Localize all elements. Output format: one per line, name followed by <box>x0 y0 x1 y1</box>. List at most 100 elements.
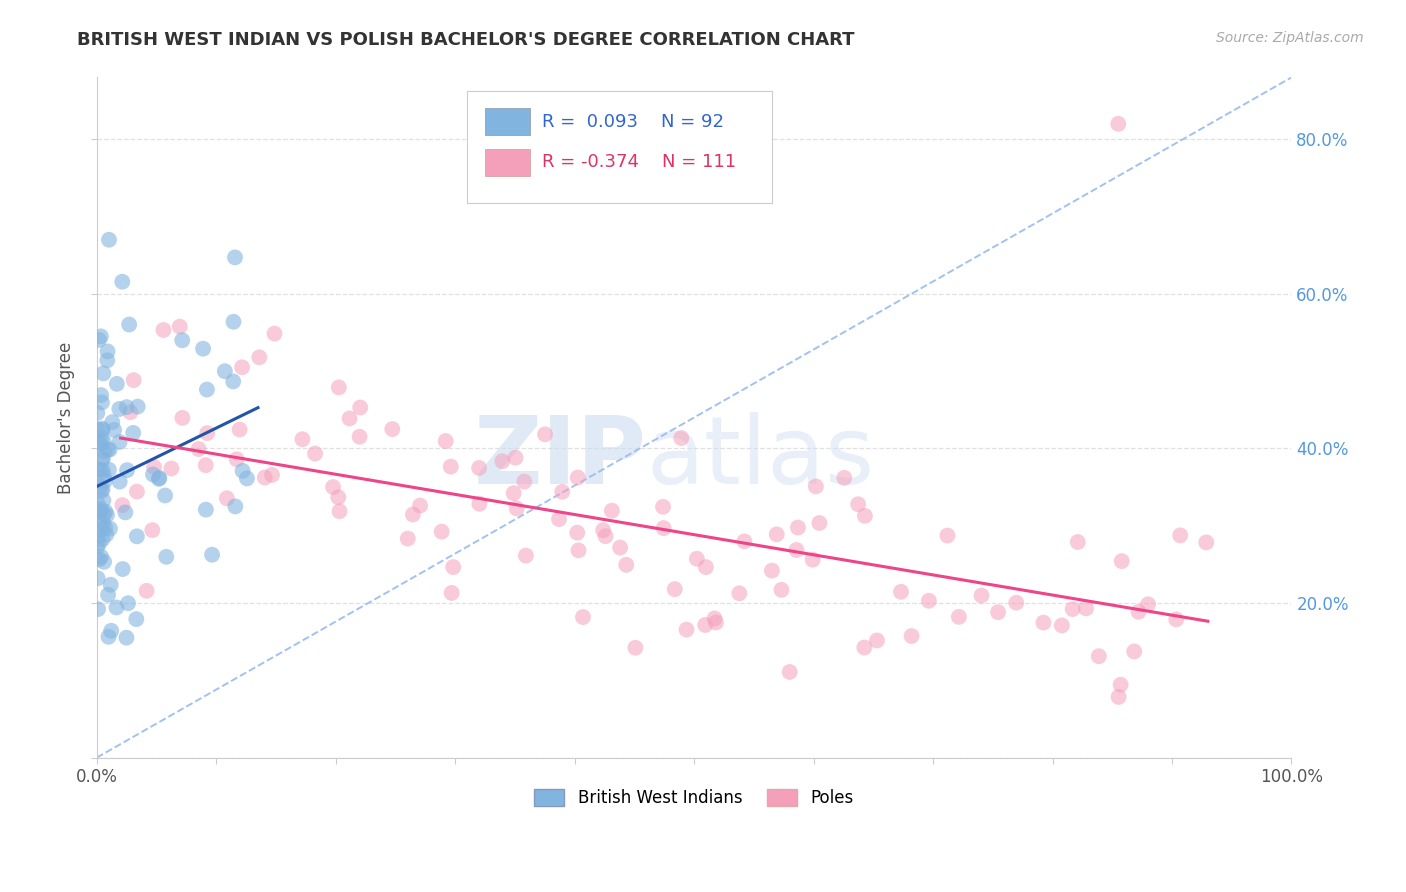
Point <box>804 479 827 493</box>
Point <box>108 475 131 489</box>
Text: R = -0.374    N = 111: R = -0.374 N = 111 <box>543 153 737 171</box>
Point <box>135 583 157 598</box>
Point <box>86 571 108 585</box>
Point <box>866 633 889 648</box>
Point <box>1074 601 1097 615</box>
Point <box>214 364 236 378</box>
Point <box>595 529 617 543</box>
Point <box>97 588 120 602</box>
Point <box>91 464 114 478</box>
Point <box>155 549 177 564</box>
Point <box>409 499 432 513</box>
Point <box>127 400 149 414</box>
Point <box>609 541 631 555</box>
Point <box>93 555 115 569</box>
Point <box>172 333 194 347</box>
Point <box>328 380 350 394</box>
Point <box>91 533 114 547</box>
Legend: British West Indians, Poles: British West Indians, Poles <box>527 782 860 814</box>
Point <box>567 525 589 540</box>
Point <box>90 329 112 343</box>
Point <box>89 515 111 529</box>
Point <box>90 502 112 516</box>
Point <box>1195 535 1218 549</box>
Point <box>339 411 361 425</box>
Point <box>118 318 141 332</box>
Point <box>90 549 112 564</box>
Point <box>90 388 112 402</box>
Point <box>91 453 114 467</box>
Point <box>194 502 217 516</box>
Point <box>93 508 115 522</box>
Point <box>143 460 166 475</box>
Point <box>853 508 876 523</box>
Point <box>779 665 801 679</box>
Point <box>141 523 163 537</box>
Point <box>1108 690 1130 704</box>
Point <box>93 435 115 450</box>
Point <box>695 560 717 574</box>
Point <box>652 500 675 514</box>
Point <box>349 401 371 415</box>
Point <box>890 584 912 599</box>
Point <box>253 470 276 484</box>
Point <box>686 551 709 566</box>
Point <box>187 442 209 456</box>
Point <box>125 529 148 543</box>
Point <box>502 486 524 500</box>
Text: ZIP: ZIP <box>474 412 647 504</box>
Point <box>122 373 145 387</box>
Point <box>97 463 120 477</box>
Text: atlas: atlas <box>647 412 875 504</box>
Point <box>120 405 142 419</box>
Point <box>125 612 148 626</box>
Point <box>148 472 170 486</box>
Point <box>440 586 463 600</box>
Point <box>103 423 125 437</box>
Point <box>201 548 224 562</box>
Point <box>125 484 148 499</box>
Point <box>108 401 131 416</box>
Point <box>948 610 970 624</box>
Point <box>664 582 686 596</box>
Point <box>91 421 114 435</box>
Point <box>96 353 118 368</box>
Point <box>232 464 254 478</box>
Point <box>263 326 285 341</box>
Point <box>105 376 128 391</box>
Point <box>600 503 623 517</box>
Point <box>1128 605 1150 619</box>
Point <box>304 446 326 460</box>
Point <box>148 471 170 485</box>
Point <box>172 410 194 425</box>
Point <box>89 436 111 450</box>
FancyBboxPatch shape <box>485 149 530 176</box>
Point <box>87 437 110 451</box>
Text: BRITISH WEST INDIAN VS POLISH BACHELOR'S DEGREE CORRELATION CHART: BRITISH WEST INDIAN VS POLISH BACHELOR'S… <box>77 31 855 49</box>
Point <box>787 520 810 534</box>
Point <box>236 471 259 485</box>
Point <box>93 444 115 458</box>
Point <box>86 541 108 555</box>
FancyBboxPatch shape <box>485 108 530 136</box>
Point <box>89 504 111 518</box>
Point <box>970 589 993 603</box>
Point <box>194 458 217 473</box>
Point <box>1123 644 1146 658</box>
Point <box>468 461 491 475</box>
Point <box>93 493 115 508</box>
Point <box>111 498 134 512</box>
Point <box>195 383 218 397</box>
Point <box>91 367 114 381</box>
Point <box>91 482 114 496</box>
Point <box>224 500 246 514</box>
Point <box>402 508 425 522</box>
Point <box>1050 618 1073 632</box>
Point <box>381 422 404 436</box>
Point <box>704 615 727 630</box>
Point <box>505 450 527 465</box>
Point <box>228 423 250 437</box>
Point <box>96 508 118 522</box>
Point <box>1166 612 1188 626</box>
Point <box>652 521 675 535</box>
